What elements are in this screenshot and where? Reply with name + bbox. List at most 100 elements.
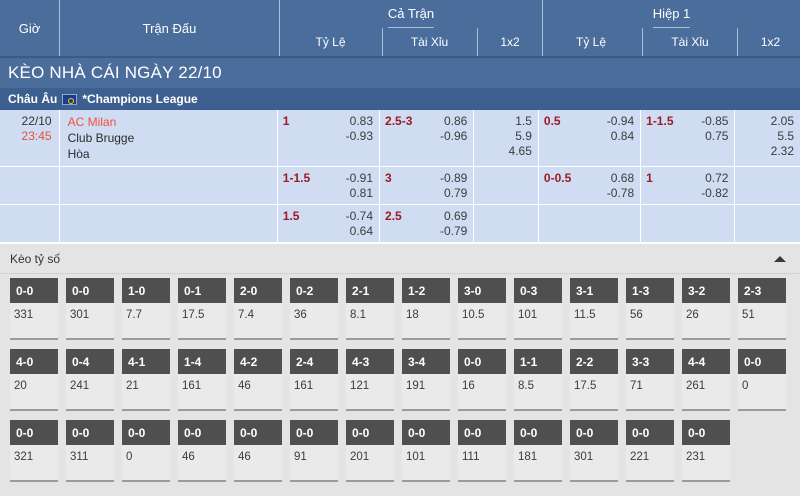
odds-cell-half-overunder[interactable]: 1-1.5 -0.85 0.75 <box>641 110 736 166</box>
correct-score-odd[interactable]: 311 <box>70 451 89 463</box>
correct-score-odd[interactable]: 301 <box>574 451 594 463</box>
odds-value[interactable]: -0.96 <box>439 129 468 143</box>
correct-score-odd[interactable]: 20 <box>14 380 27 392</box>
correct-score-odd[interactable]: 301 <box>70 309 90 321</box>
correct-score-odd[interactable]: 51 <box>742 309 755 321</box>
correct-score-odd[interactable]: 231 <box>686 451 706 463</box>
odds-cell-half-handicap[interactable]: 0-0.5 0.68 -0.78 <box>539 167 642 204</box>
correct-score-odd[interactable]: 111 <box>462 451 480 463</box>
correct-score-odd[interactable]: 10.5 <box>462 309 485 321</box>
correct-score-odd[interactable]: 11.5 <box>574 309 596 321</box>
odds-value[interactable]: 5.9 <box>515 129 532 143</box>
correct-score-odd[interactable]: 161 <box>182 380 202 392</box>
correct-score-odd[interactable]: 46 <box>238 451 251 463</box>
odds-value[interactable]: -0.93 <box>345 129 374 143</box>
correct-score-cell[interactable]: 0-0 111 <box>458 420 506 482</box>
correct-score-odd[interactable]: 46 <box>238 380 251 392</box>
correct-score-odd[interactable]: 7.7 <box>126 309 142 321</box>
odds-cell-full-overunder[interactable]: 3 -0.89 0.79 <box>380 167 475 204</box>
correct-score-cell[interactable]: 0-4 241 <box>66 349 114 411</box>
correct-score-cell[interactable]: 2-4 161 <box>290 349 338 411</box>
correct-score-odd[interactable]: 161 <box>294 380 314 392</box>
correct-score-odd[interactable]: 91 <box>294 451 307 463</box>
odds-cell-half-handicap[interactable]: 0.5 -0.94 0.84 <box>539 110 642 166</box>
draw-label[interactable]: Hòa <box>67 147 90 161</box>
correct-score-odd[interactable]: 0 <box>126 451 133 463</box>
home-team-name[interactable]: AC Milan <box>67 115 117 129</box>
correct-score-cell[interactable]: 1-4 161 <box>178 349 226 411</box>
correct-score-cell[interactable]: 0-0 0 <box>122 420 170 482</box>
odds-cell-full-handicap[interactable]: 1-1.5 -0.91 0.81 <box>278 167 381 204</box>
correct-score-cell[interactable]: 4-2 46 <box>234 349 282 411</box>
correct-score-odd[interactable]: 18 <box>406 309 419 321</box>
odds-cell-half-overunder[interactable]: 1 0.72 -0.82 <box>641 167 736 204</box>
correct-score-odd[interactable]: 101 <box>518 309 538 321</box>
correct-score-cell[interactable]: 0-3 101 <box>514 278 562 340</box>
correct-score-odd[interactable]: 8.5 <box>518 380 534 392</box>
correct-score-cell[interactable]: 3-3 71 <box>626 349 674 411</box>
correct-score-cell[interactable]: 0-0 46 <box>178 420 226 482</box>
correct-score-cell[interactable]: 0-0 46 <box>234 420 282 482</box>
correct-score-cell[interactable]: 0-0 91 <box>290 420 338 482</box>
correct-score-cell[interactable]: 4-0 20 <box>10 349 58 411</box>
correct-score-cell[interactable]: 0-0 301 <box>66 278 114 340</box>
odds-value[interactable]: 4.65 <box>508 144 532 158</box>
correct-score-cell[interactable]: 0-0 16 <box>458 349 506 411</box>
correct-score-odd[interactable]: 71 <box>630 380 643 392</box>
odds-value[interactable]: 0.83 <box>349 114 374 128</box>
correct-score-odd[interactable]: 191 <box>406 380 426 392</box>
odds-value[interactable]: 2.32 <box>770 144 794 158</box>
odds-cell-full-handicap[interactable]: 1 0.83 -0.93 <box>278 110 381 166</box>
odds-value[interactable]: -0.85 <box>701 114 729 128</box>
odds-cell-half-1x2[interactable]: 2.05 5.5 2.32 <box>735 110 800 166</box>
correct-score-odd[interactable]: 17.5 <box>574 380 597 392</box>
correct-score-cell[interactable]: 0-1 17.5 <box>178 278 226 340</box>
correct-score-cell[interactable]: 3-0 10.5 <box>458 278 506 340</box>
caret-up-icon[interactable] <box>774 255 786 262</box>
correct-score-cell[interactable]: 1-1 8.5 <box>514 349 562 411</box>
correct-score-cell[interactable]: 0-0 0 <box>738 349 786 411</box>
correct-score-cell[interactable]: 0-0 181 <box>514 420 562 482</box>
correct-score-cell[interactable]: 0-0 311 <box>66 420 114 482</box>
odds-value[interactable]: 0.68 <box>610 171 635 185</box>
odds-value[interactable]: 0.69 <box>443 209 468 223</box>
correct-score-odd[interactable]: 261 <box>686 380 706 392</box>
correct-score-cell[interactable]: 3-1 11.5 <box>570 278 618 340</box>
odds-value[interactable]: -0.89 <box>439 171 468 185</box>
correct-score-cell[interactable]: 0-0 301 <box>570 420 618 482</box>
correct-score-odd[interactable]: 221 <box>630 451 650 463</box>
correct-score-cell[interactable]: 1-3 56 <box>626 278 674 340</box>
correct-score-cell[interactable]: 4-3 121 <box>346 349 394 411</box>
odds-value[interactable]: 1.5 <box>515 114 532 128</box>
correct-score-cell[interactable]: 3-2 26 <box>682 278 730 340</box>
odds-value[interactable]: 0.79 <box>443 186 468 200</box>
odds-cell-full-1x2[interactable]: 1.5 5.9 4.65 <box>474 110 539 166</box>
correct-score-panel-header[interactable]: Kèo tỷ số <box>0 244 800 274</box>
correct-score-cell[interactable]: 2-0 7.4 <box>234 278 282 340</box>
correct-score-cell[interactable]: 0-0 221 <box>626 420 674 482</box>
correct-score-odd[interactable]: 201 <box>350 451 370 463</box>
odds-value[interactable]: 0.75 <box>705 129 729 143</box>
correct-score-cell[interactable]: 0-2 36 <box>290 278 338 340</box>
correct-score-odd[interactable]: 181 <box>518 451 538 463</box>
correct-score-odd[interactable]: 121 <box>350 380 370 392</box>
correct-score-cell[interactable]: 0-0 331 <box>10 278 58 340</box>
correct-score-cell[interactable]: 2-2 17.5 <box>570 349 618 411</box>
odds-value[interactable]: 0.64 <box>349 224 374 238</box>
correct-score-odd[interactable]: 241 <box>70 380 90 392</box>
match-teams-cell[interactable]: AC Milan Club Brugge Hòa <box>60 110 278 166</box>
odds-value[interactable]: -0.91 <box>345 171 374 185</box>
correct-score-cell[interactable]: 4-1 21 <box>122 349 170 411</box>
correct-score-cell[interactable]: 0-0 101 <box>402 420 450 482</box>
correct-score-odd[interactable]: 321 <box>14 451 34 463</box>
correct-score-cell[interactable]: 2-3 51 <box>738 278 786 340</box>
correct-score-cell[interactable]: 1-2 18 <box>402 278 450 340</box>
correct-score-odd[interactable]: 26 <box>686 309 699 321</box>
correct-score-odd[interactable]: 17.5 <box>182 309 205 321</box>
correct-score-cell[interactable]: 3-4 191 <box>402 349 450 411</box>
correct-score-odd[interactable]: 0 <box>742 380 749 392</box>
odds-value[interactable]: -0.82 <box>701 186 729 200</box>
correct-score-cell[interactable]: 1-0 7.7 <box>122 278 170 340</box>
odds-value[interactable]: 0.86 <box>443 114 468 128</box>
correct-score-odd[interactable]: 46 <box>182 451 195 463</box>
